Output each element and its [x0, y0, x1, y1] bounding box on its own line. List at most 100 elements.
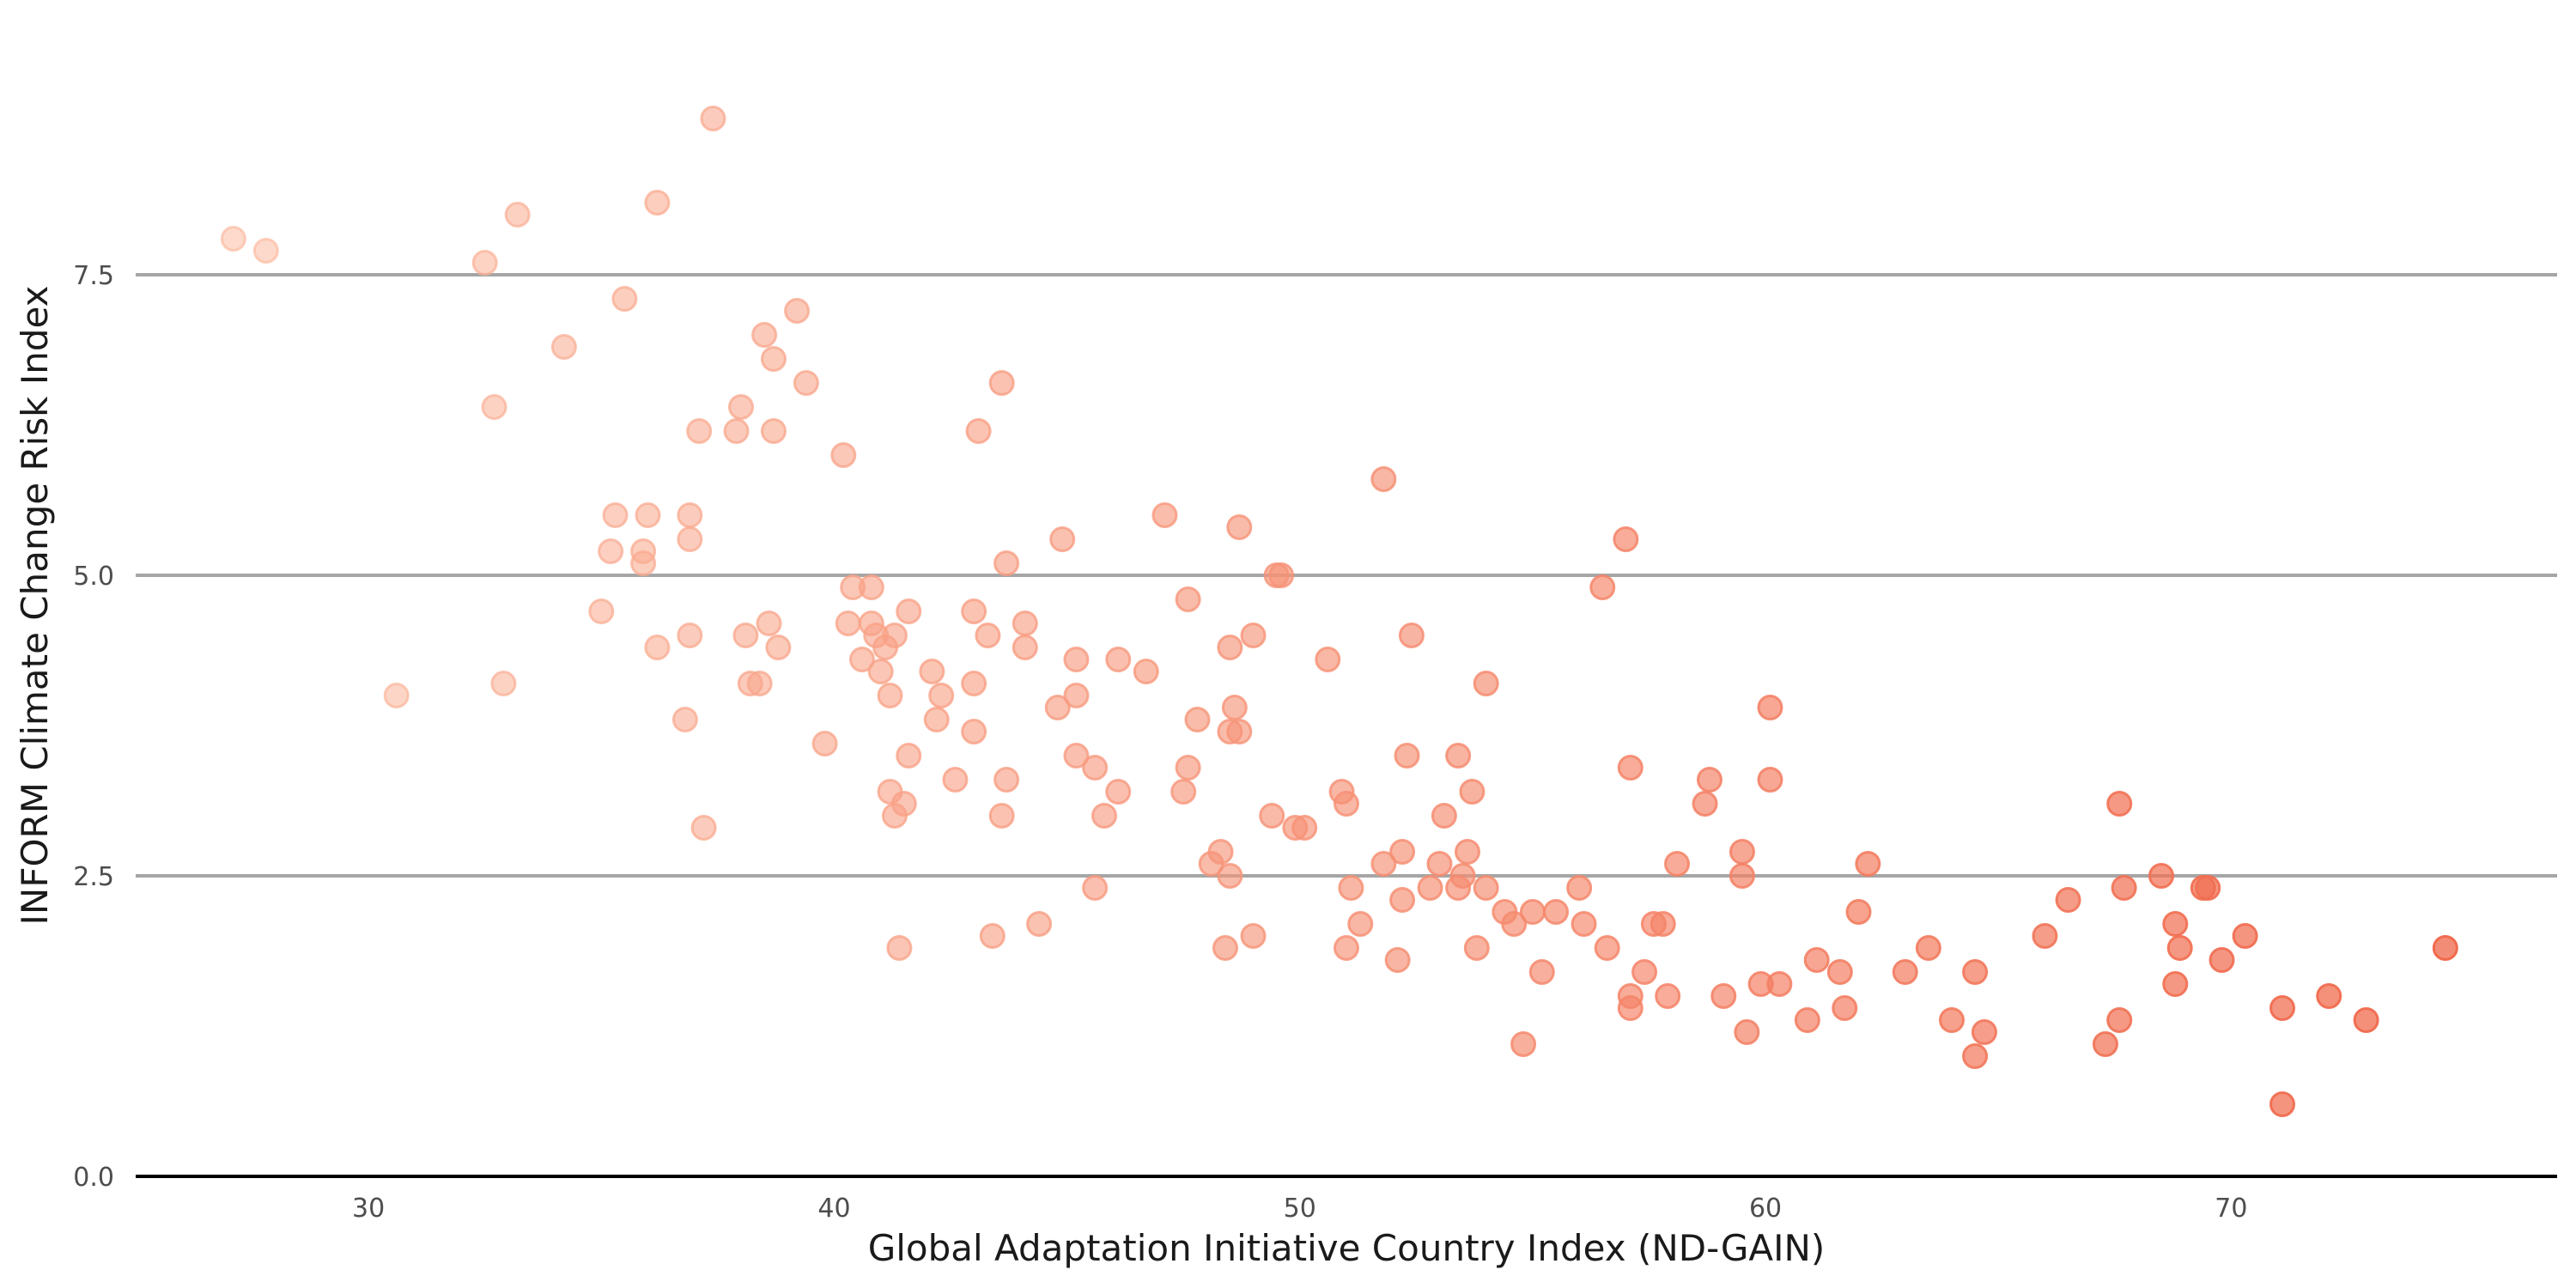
scatter-point [1962, 959, 1989, 985]
scatter-point [2111, 875, 2137, 901]
scatter-point [1855, 851, 1881, 877]
scatter-point [830, 442, 857, 468]
scatter-point [1091, 803, 1117, 829]
scatter-point [220, 226, 246, 252]
scatter-point [1334, 791, 1359, 817]
scatter-point [867, 659, 894, 684]
scatter-point [1240, 623, 1267, 648]
scatter-point [1259, 803, 1285, 829]
scatter-point [746, 671, 773, 696]
scatter-point [1268, 562, 1295, 588]
scatter-point [1655, 983, 1681, 1009]
scatter-point [2148, 863, 2175, 889]
scatter-point [2208, 947, 2235, 973]
x-tick-label: 30 [352, 1194, 385, 1224]
scatter-point [1728, 863, 1755, 889]
scatter-point [383, 683, 410, 708]
scatter-point [588, 598, 615, 624]
x-tick-label: 50 [1284, 1194, 1316, 1224]
x-tick-label: 60 [1749, 1194, 1782, 1224]
scatter-point [928, 683, 955, 708]
scatter-point [919, 659, 945, 684]
scatter-point [504, 202, 531, 228]
scatter-point [1370, 466, 1397, 492]
scatter-point [890, 791, 917, 817]
scatter-point [2162, 971, 2189, 997]
scatter-point [961, 671, 987, 696]
scatter-point [2432, 935, 2458, 961]
scatter-point [1697, 767, 1722, 793]
scatter-point [1915, 935, 1941, 961]
scatter-point [686, 418, 713, 444]
scatter-point [1347, 911, 1374, 937]
scatter-point [1175, 755, 1201, 781]
scatter-point [1734, 1019, 1760, 1045]
scatter-point [1519, 899, 1546, 925]
scatter-point [630, 550, 657, 576]
scatter-point [1389, 887, 1416, 913]
scatter-point [1803, 947, 1830, 973]
data-points [220, 106, 2458, 1117]
scatter-point [988, 370, 1015, 396]
x-axis-title: Global Adaptation Initiative Country Ind… [868, 1227, 1826, 1269]
y-tick-label: 7.5 [73, 261, 114, 291]
scatter-point [1133, 659, 1159, 684]
scatter-point [811, 731, 838, 756]
scatter-point [1398, 623, 1425, 648]
scatter-point [471, 250, 498, 276]
scatter-point [1528, 959, 1555, 985]
scatter-point [690, 815, 717, 841]
scatter-point [1892, 959, 1918, 985]
scatter-point [975, 623, 1001, 648]
scatter-point [1832, 995, 1858, 1021]
scatter-point [923, 707, 950, 732]
scatter-point [1082, 875, 1109, 901]
scatter-point [1338, 875, 1364, 901]
scatter-point [1431, 803, 1457, 829]
scatter-point [896, 743, 922, 769]
scatter-point [1384, 947, 1411, 973]
scatter-point [677, 526, 703, 552]
scatter-point [793, 370, 819, 396]
scatter-point [1063, 743, 1090, 769]
scatter-point [1049, 526, 1076, 552]
scatter-point [1649, 911, 1676, 937]
scatter-point [1394, 743, 1420, 769]
scatter-point [635, 502, 661, 528]
scatter-point [1105, 779, 1132, 805]
scatter-point [993, 767, 1020, 793]
scatter-point [2166, 935, 2193, 961]
scatter-point [993, 550, 1020, 576]
scatter-point [2106, 1007, 2133, 1033]
scatter-point [677, 623, 703, 648]
scatter-point [1613, 526, 1639, 552]
scatter-point [1473, 671, 1499, 696]
y-tick-label: 5.0 [73, 562, 114, 592]
scatter-point [942, 767, 969, 793]
scatter-point [1221, 695, 1248, 720]
scatter-point [1417, 875, 1443, 901]
scatter-point [1449, 863, 1476, 889]
scatter-point [1226, 719, 1253, 744]
scatter-point [1315, 647, 1341, 672]
scatter-point [1589, 574, 1616, 600]
scatter-point [1594, 935, 1620, 961]
scatter-point [598, 538, 624, 564]
scatter-point [644, 190, 671, 216]
scatter-point [1766, 971, 1793, 997]
scatter-point [965, 418, 992, 444]
scatter-point [1012, 611, 1038, 636]
scatter-point [835, 611, 861, 636]
scatter-point [671, 707, 698, 732]
scatter-point [2195, 875, 2221, 901]
scatter-point [1082, 755, 1109, 781]
scatter-point [252, 238, 279, 264]
scatter-point [644, 635, 671, 660]
scatter-point [1463, 935, 1490, 961]
scatter-point [1939, 1007, 1965, 1033]
y-tick-label: 0.0 [73, 1163, 114, 1193]
scatter-point [2106, 791, 2133, 817]
scatter-point [550, 334, 577, 360]
scatter-point [1455, 839, 1480, 865]
